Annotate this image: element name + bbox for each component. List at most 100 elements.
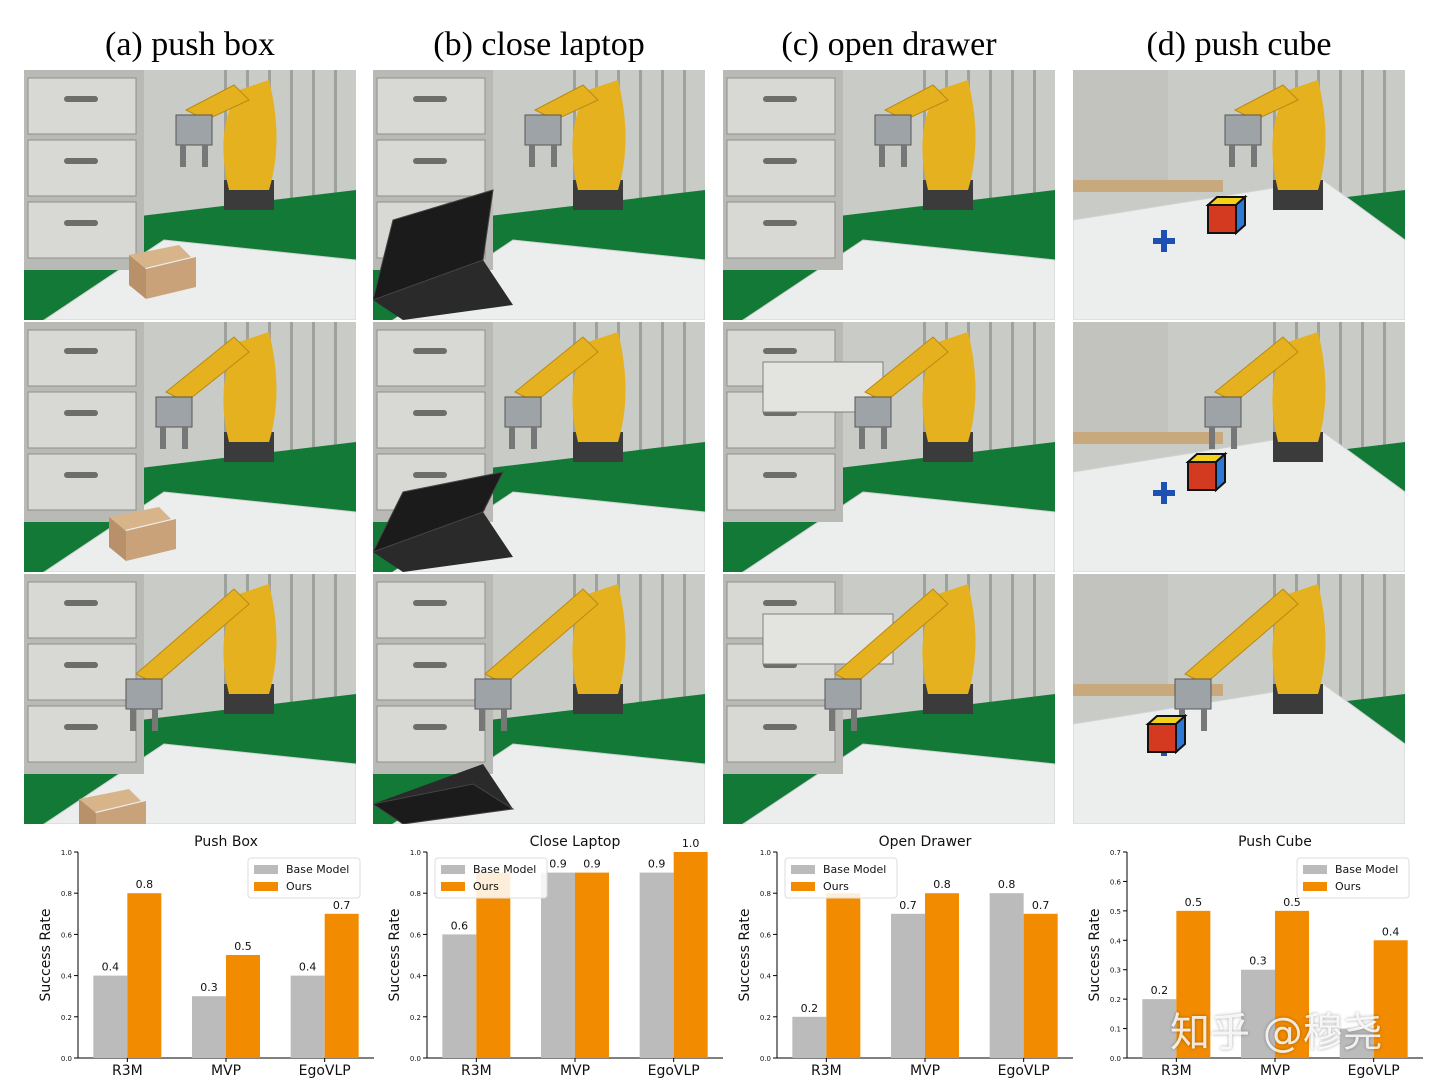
y-tick-label: 0.4 bbox=[760, 973, 772, 981]
scene-image bbox=[373, 70, 705, 320]
bar-base-model-egovlp bbox=[639, 872, 674, 1058]
wall-rack bbox=[312, 574, 315, 724]
gripper-finger bbox=[851, 709, 857, 731]
legend-swatch bbox=[254, 865, 278, 874]
chart-title: Open Drawer bbox=[879, 834, 972, 850]
robot-frame-step-2 bbox=[723, 322, 1055, 572]
panel-laptop: (b) close laptop Close Laptop 0.0 0.2 0.4 0.6… bbox=[373, 0, 723, 1084]
legend-label: Ours bbox=[473, 880, 499, 893]
wall-rack bbox=[290, 574, 293, 724]
data-label: 0.9 bbox=[549, 858, 567, 871]
y-tick-label: 0.1 bbox=[1110, 1026, 1121, 1034]
robot-frame-step-2 bbox=[1073, 322, 1405, 572]
bar-chart: Close Laptop 0.0 0.2 0.4 0.6 0.8 1.0 Success Ra… bbox=[387, 834, 723, 1079]
legend-label: Ours bbox=[823, 880, 849, 893]
gripper-finger bbox=[160, 427, 166, 449]
table-edge bbox=[1073, 180, 1223, 192]
bar-ours-r3m bbox=[1176, 910, 1211, 1058]
drawer-handle bbox=[64, 96, 98, 102]
drawer bbox=[27, 329, 137, 387]
drawer bbox=[27, 643, 137, 701]
bar-base-model-mvp bbox=[192, 996, 226, 1058]
drawer-handle bbox=[763, 600, 797, 606]
gripper bbox=[874, 114, 912, 146]
target-cross-mark bbox=[1153, 230, 1175, 252]
robot-arm bbox=[834, 588, 949, 685]
wall-rack bbox=[683, 574, 686, 724]
robot-frame-step-1 bbox=[373, 70, 705, 320]
legend-swatch bbox=[1303, 865, 1327, 874]
wall-rack bbox=[312, 322, 315, 472]
legend-swatch bbox=[441, 865, 465, 874]
scene-image bbox=[373, 574, 705, 824]
drawer-handle bbox=[413, 724, 447, 730]
robot-arm bbox=[165, 336, 250, 403]
gripper-finger bbox=[130, 709, 136, 731]
y-tick-label: 0.6 bbox=[410, 931, 422, 939]
drawer-handle bbox=[64, 158, 98, 164]
gripper-finger bbox=[479, 709, 485, 731]
scene-image bbox=[24, 70, 356, 320]
bar-base-model-r3m bbox=[1142, 999, 1177, 1058]
x-tick-label: EgoVLP bbox=[299, 1063, 351, 1079]
y-tick-label: 0.0 bbox=[61, 1055, 72, 1063]
robot-body bbox=[922, 80, 976, 190]
scene-image bbox=[373, 322, 705, 572]
x-tick-label: EgoVLP bbox=[1348, 1063, 1400, 1079]
wall-rack bbox=[334, 322, 337, 472]
drawer-handle bbox=[413, 158, 447, 164]
wall-rack bbox=[312, 70, 315, 220]
data-label: 0.3 bbox=[1249, 955, 1267, 968]
data-label: 0.5 bbox=[234, 940, 252, 953]
robot-arm bbox=[864, 336, 949, 403]
rubiks-cube-side bbox=[1235, 194, 1246, 236]
x-tick-label: MVP bbox=[910, 1063, 940, 1079]
data-label: 0.9 bbox=[648, 858, 666, 871]
drawer-handle bbox=[64, 724, 98, 730]
wall-rack bbox=[683, 322, 686, 472]
robot-frame-step-1 bbox=[1073, 70, 1405, 320]
panel-title: (c) open drawer bbox=[781, 26, 997, 63]
wall-rack bbox=[1011, 70, 1014, 220]
robot-arm bbox=[883, 84, 949, 121]
bar-chart: Push Cube 0.0 0.1 0.2 0.3 0.4 0.5 0.6 0.7 Success… bbox=[1087, 834, 1423, 1079]
data-label: 0.5 bbox=[1283, 896, 1301, 909]
drawer-handle bbox=[413, 662, 447, 668]
data-label: 0.8 bbox=[933, 878, 951, 891]
drawer bbox=[376, 77, 486, 135]
legend-label: Base Model bbox=[823, 863, 886, 876]
gripper-finger bbox=[180, 145, 186, 167]
y-tick-label: 0.6 bbox=[1110, 878, 1122, 886]
rubiks-cube-side bbox=[1215, 451, 1226, 493]
gripper bbox=[1224, 114, 1262, 146]
x-tick-label: R3M bbox=[112, 1063, 143, 1079]
wall-rack bbox=[1339, 70, 1342, 220]
y-tick-label: 0.0 bbox=[760, 1055, 771, 1063]
wall-rack bbox=[1361, 322, 1364, 472]
laptop-base bbox=[373, 512, 513, 572]
cardboard-box-front bbox=[146, 257, 196, 299]
data-label: 0.4 bbox=[1382, 925, 1400, 938]
drawer-handle bbox=[763, 348, 797, 354]
success-rate-chart: Close Laptop 0.0 0.2 0.4 0.6 0.8 1.0 Success Ra… bbox=[349, 828, 729, 1087]
wall-rack bbox=[1033, 574, 1036, 724]
legend-label: Base Model bbox=[286, 863, 349, 876]
drawer-handle bbox=[763, 158, 797, 164]
gripper-finger bbox=[881, 427, 887, 449]
y-tick-label: 0.0 bbox=[410, 1055, 421, 1063]
y-tick-label: 0.6 bbox=[760, 931, 772, 939]
gripper-finger bbox=[1251, 145, 1257, 167]
scene-image bbox=[723, 322, 1055, 572]
y-tick-label: 0.8 bbox=[410, 890, 421, 898]
gripper-finger bbox=[529, 145, 535, 167]
wall-rack bbox=[989, 70, 992, 220]
y-tick-label: 0.7 bbox=[1110, 849, 1121, 857]
gripper-finger bbox=[1229, 145, 1235, 167]
laptop-lid bbox=[373, 471, 504, 553]
gripper-finger bbox=[1231, 427, 1237, 449]
robot-arm bbox=[184, 84, 250, 121]
drawer-handle bbox=[413, 348, 447, 354]
gripper-finger bbox=[1209, 427, 1215, 449]
watermark: 知乎 @穆尧 bbox=[1170, 1010, 1383, 1056]
wall-rack bbox=[661, 322, 664, 472]
